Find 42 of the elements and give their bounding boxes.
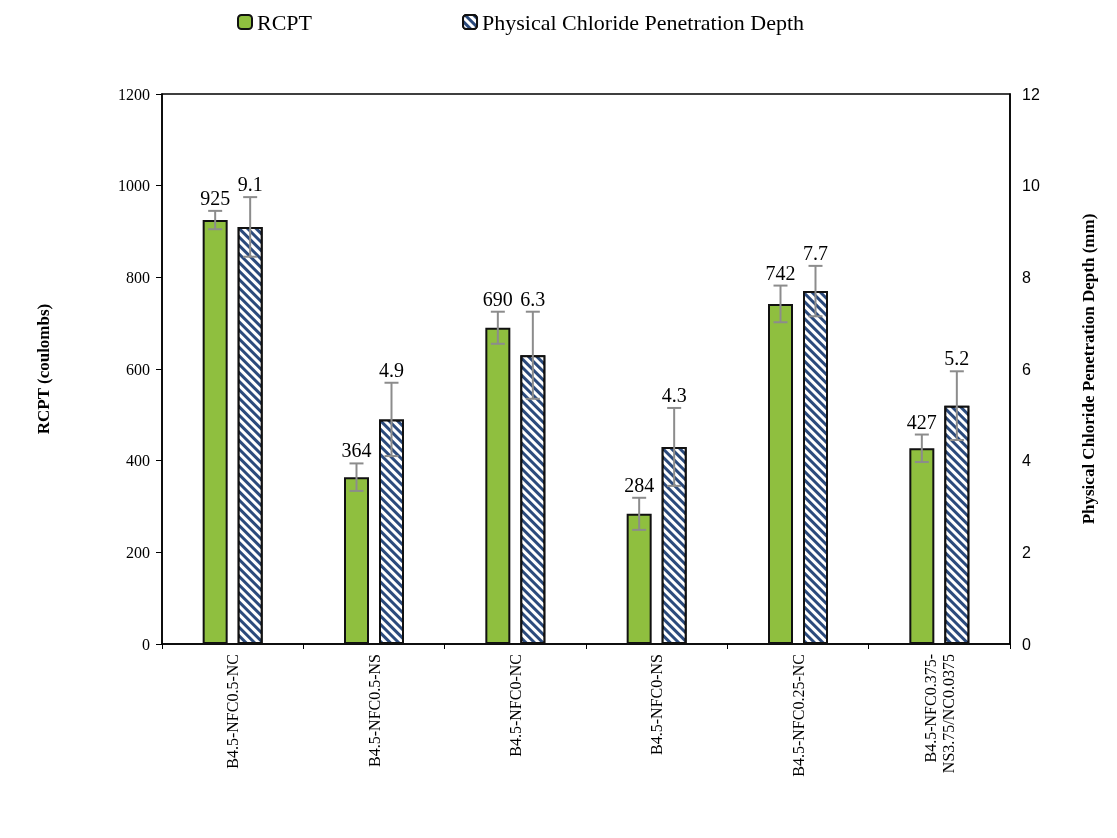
y2-tick-label: 2: [1022, 543, 1031, 561]
y-tick-label: 0: [142, 635, 150, 653]
y-tick-label: 400: [126, 452, 150, 470]
y-tick-label: 1000: [118, 177, 150, 195]
bar: [202, 220, 228, 644]
data-label: 690: [482, 287, 513, 310]
y2-tick-label: 12: [1022, 85, 1040, 103]
y2-tick-label: 8: [1022, 268, 1031, 286]
x-tick-label: B4.5-NFC0.5-NS: [365, 654, 383, 767]
data-label: 925: [200, 186, 231, 209]
bar: [626, 513, 652, 644]
y-tick-label: 200: [126, 543, 150, 561]
y2-tick-label: 6: [1022, 360, 1031, 378]
data-label: 9.1: [237, 173, 263, 196]
bar: [909, 448, 935, 644]
data-label: 4.3: [661, 383, 687, 406]
y2-tick-label: 0: [1022, 635, 1031, 653]
data-label: 742: [765, 261, 796, 284]
y-tick-label: 600: [126, 360, 150, 378]
data-label: 7.7: [803, 241, 828, 264]
data-label: 284: [624, 473, 655, 496]
bar: [485, 327, 511, 644]
legend-label: Physical Chloride Penetration Depth: [482, 9, 805, 35]
x-tick-label: B4.5-NFC0.5-NC: [224, 654, 242, 769]
y-tick-label: 800: [126, 268, 150, 286]
y2-tick-label: 4: [1022, 452, 1031, 470]
x-tick-label: B4.5-NFC0-NC: [506, 654, 524, 757]
data-label: 4.9: [379, 358, 404, 381]
x-tick-label: B4.5-NFC0.25-NC: [789, 654, 807, 777]
y2-tick-label: 10: [1022, 177, 1040, 195]
bar: [768, 303, 793, 644]
data-label: 364: [341, 439, 372, 462]
y2-axis-title: Physical Chloride Penetration Depth (mm): [1079, 213, 1098, 525]
data-label: 6.3: [520, 287, 546, 310]
data-label: 5.2: [944, 347, 970, 370]
x-tick-label: B4.5-NFC0-NS: [648, 654, 666, 755]
x-tick-label: B4.5-NFC0.375- NS3.75/NC0.0375: [921, 654, 957, 774]
bar: [344, 477, 369, 644]
legend-label: RCPT: [257, 9, 313, 35]
y-axis-title: RCPT (coulombs): [34, 303, 53, 435]
y-tick-label: 1200: [118, 85, 150, 103]
data-label: 427: [906, 410, 937, 433]
